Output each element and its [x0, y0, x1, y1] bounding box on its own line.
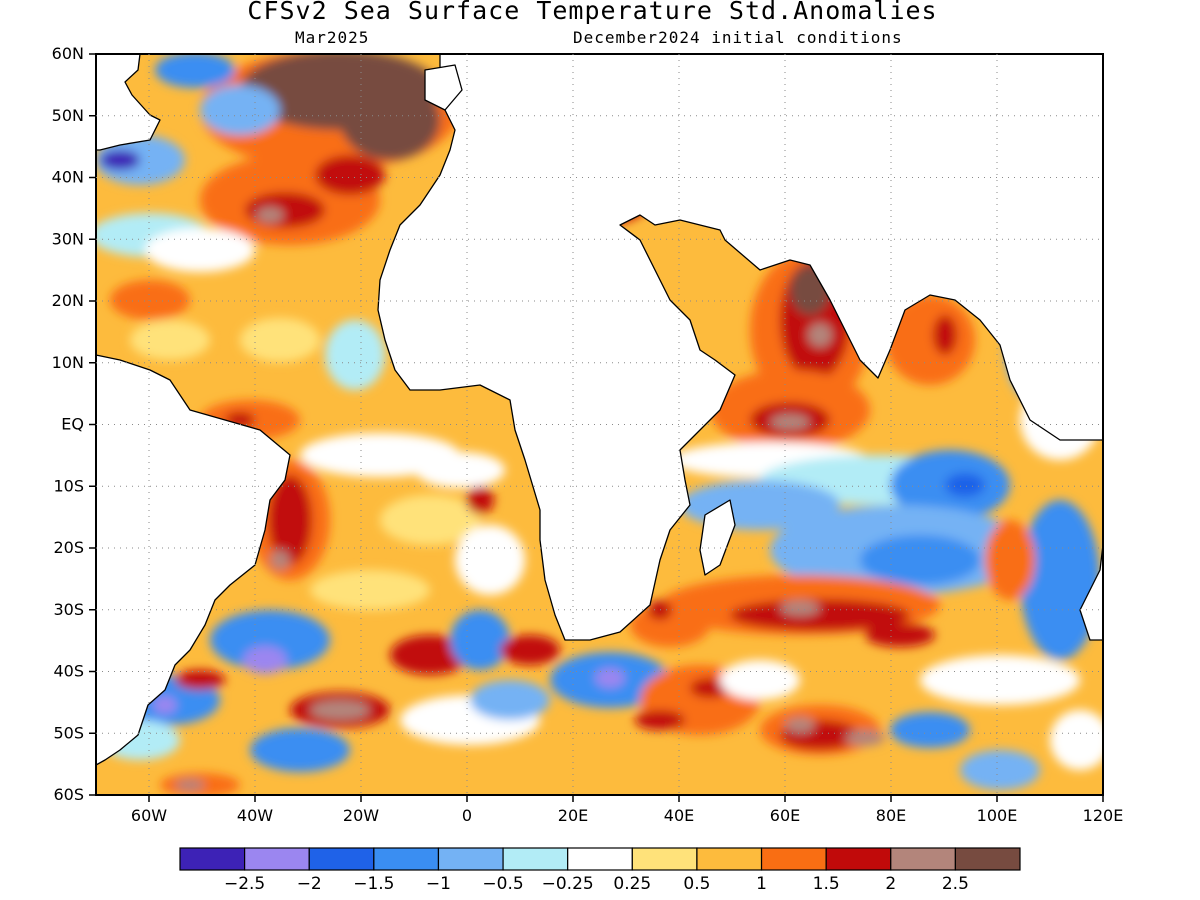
colorbar-swatch [825, 847, 892, 871]
latitude-labels: 60N 50N 40N 30N 20N 10N EQ 10S 20S 30S 40S 50S 60S [52, 44, 96, 804]
lon-label: 100E [977, 806, 1018, 825]
colorbar-swatch [373, 847, 440, 871]
colorbar-label: 0.25 [613, 874, 651, 894]
lat-label: 40N [52, 168, 84, 187]
colorbar-label: −1 [426, 874, 451, 894]
lon-label: 20E [558, 806, 588, 825]
lat-label: 40S [53, 662, 84, 681]
land-masses [95, 53, 1104, 766]
map-title: CFSv2 Sea Surface Temperature Std.Anomal… [247, 0, 938, 25]
colorbar-swatch [954, 847, 1021, 871]
initial-conditions: December2024 initial conditions [573, 28, 903, 47]
madagascar-landmass [699, 499, 736, 576]
lon-label: 60E [770, 806, 800, 825]
colorbar-label: 0.5 [683, 874, 710, 894]
colorbar-label: −2.5 [224, 874, 265, 894]
lat-label: 30S [53, 600, 84, 619]
colorbar-label: −2 [297, 874, 322, 894]
colorbar-swatch [502, 847, 569, 871]
lon-label: 20W [343, 806, 379, 825]
lon-label: 40E [664, 806, 694, 825]
south-america-landmass [95, 354, 291, 766]
colorbar-swatch [308, 847, 375, 871]
lon-label: 120E [1083, 806, 1124, 825]
colorbar-label: 1.5 [813, 874, 840, 894]
colorbar-swatch [567, 847, 633, 871]
lat-label: 10S [53, 476, 84, 495]
longitude-labels: 60W 40W 20W 0 20E 40E 60E 80E 100E 120E [131, 795, 1123, 825]
africa-eurasia-landmass [377, 53, 1104, 641]
lat-label: EQ [61, 415, 84, 434]
colorbar-label: 1 [756, 874, 767, 894]
colorbar [179, 847, 1021, 871]
lon-label: 40W [237, 806, 273, 825]
colorbar-label: −0.5 [482, 874, 523, 894]
lon-label: 60W [131, 806, 167, 825]
colorbar-label: −1.5 [353, 874, 394, 894]
lat-label: 50N [52, 106, 84, 125]
colorbar-swatch [179, 847, 246, 871]
lat-label: 20N [52, 291, 84, 310]
north-america-landmass [95, 53, 161, 151]
colorbar-labels: −2.5 −2 −1.5 −1 −0.5 −0.25 0.25 0.5 1 1.5 2 2.5 [224, 874, 969, 894]
lat-label: 30N [52, 229, 84, 248]
colorbar-swatch [890, 847, 956, 871]
colorbar-swatch [244, 847, 310, 871]
lat-label: 10N [52, 353, 84, 372]
colorbar-label: 2.5 [942, 874, 969, 894]
lat-label: 20S [53, 538, 84, 557]
forecast-month: Mar2025 [295, 28, 370, 47]
colorbar-swatch [760, 847, 827, 871]
colorbar-swatch [631, 847, 698, 871]
colorbar-label: 2 [885, 874, 896, 894]
colorbar-swatch [437, 847, 504, 871]
colorbar-label: −0.25 [542, 874, 594, 894]
lon-label: 80E [876, 806, 906, 825]
british-isles-landmass [424, 64, 463, 111]
colorbar-swatch [696, 847, 763, 871]
lat-label: 50S [53, 723, 84, 742]
lat-label: 60N [52, 44, 84, 63]
lat-label: 60S [53, 785, 84, 804]
lon-label: 0 [462, 806, 472, 825]
